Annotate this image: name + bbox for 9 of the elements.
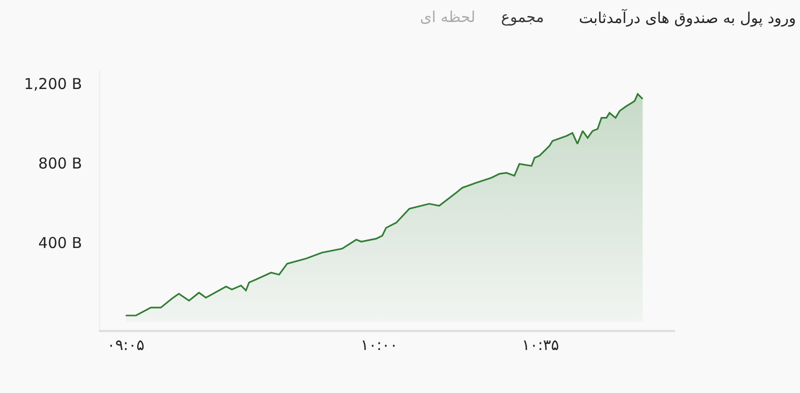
x-tick-label: ۱۰:۰۰: [360, 336, 398, 354]
text: مجموع: [501, 8, 544, 26]
text: لحظه ای: [420, 8, 476, 26]
x-tick-label: ۰۹:۰۵: [107, 336, 144, 354]
x-tick-label: ۱۰:۳۵: [522, 336, 560, 354]
y-tick-label: 400 B: [38, 234, 82, 252]
y-tick-label: 800 B: [38, 154, 82, 173]
chart-title: ورود پول به صندوق های درآمدثابت: [578, 8, 796, 27]
y-tick-label: 1,200 B: [24, 75, 82, 94]
